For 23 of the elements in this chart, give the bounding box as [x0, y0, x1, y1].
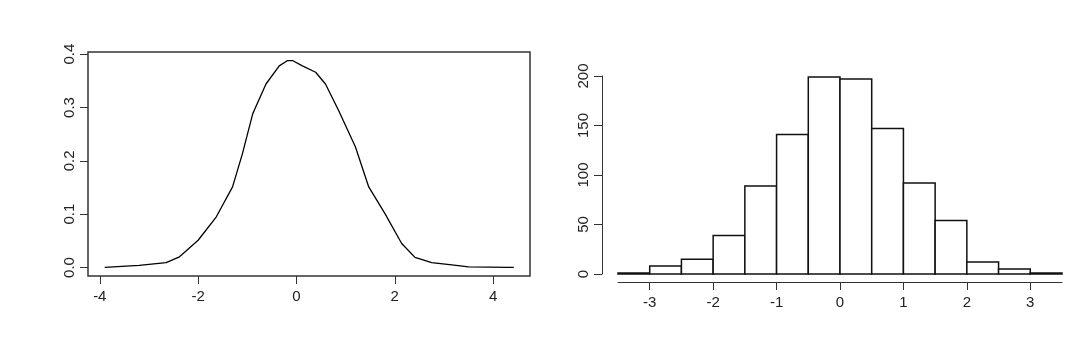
y-tick-label: 0.4 [60, 43, 77, 65]
y-tick-label: 100 [574, 162, 591, 188]
y-tick-label: 200 [574, 63, 591, 89]
y-tick-label: 0 [574, 269, 591, 279]
x-tick-label: -2 [706, 293, 720, 310]
x-tick-label: 0 [292, 287, 301, 304]
x-tick-label: -3 [643, 293, 657, 310]
y-tick-label: 50 [574, 216, 591, 233]
y-tick-label: 0.2 [60, 150, 77, 172]
x-tick-label: 2 [962, 293, 972, 310]
y-tick-label: 0.3 [60, 97, 77, 118]
y-tick-label: 150 [574, 112, 591, 139]
x-tick-label: 3 [1026, 293, 1035, 310]
x-tick-label: 0 [835, 293, 845, 310]
x-tick-label: 2 [390, 287, 399, 304]
y-tick-label: 0.0 [60, 257, 77, 278]
x-tick-label: -2 [191, 287, 205, 304]
y-tick-label: 0.1 [60, 203, 77, 225]
x-tick-label: 1 [899, 293, 908, 310]
line-series [104, 59, 515, 269]
x-tick-label: -4 [93, 287, 107, 304]
x-tick-label: -1 [769, 293, 784, 310]
x-tick-label: 4 [488, 287, 498, 304]
